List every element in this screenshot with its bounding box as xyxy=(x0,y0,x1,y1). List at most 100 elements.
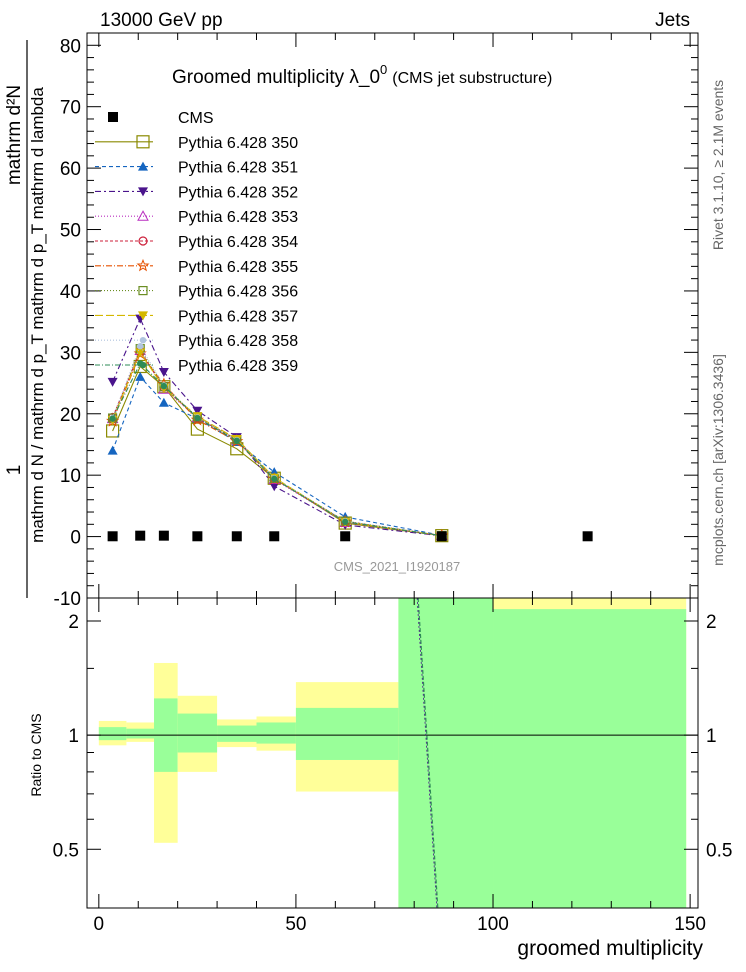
svg-text:1: 1 xyxy=(4,465,25,476)
legend-marker xyxy=(138,236,148,246)
series-line xyxy=(112,347,442,537)
ratio-band-green xyxy=(493,609,687,908)
ratio-y-tick-label-right: 1 xyxy=(706,726,717,747)
legend-marker xyxy=(138,161,148,171)
series-point xyxy=(106,424,120,438)
legend-marker xyxy=(139,337,147,344)
series-point xyxy=(107,445,118,455)
analysis-label: CMS_2021_I1920187 xyxy=(334,559,461,574)
series-point xyxy=(135,371,146,381)
legend-marker xyxy=(136,258,150,272)
legend-label: Pythia 6.428 355 xyxy=(178,259,298,276)
ratio-band-green xyxy=(98,727,127,741)
series-point xyxy=(271,475,278,483)
legend-label: Pythia 6.428 359 xyxy=(178,358,298,375)
header-left: 13000 GeV pp xyxy=(100,10,223,31)
svg-text:mathrm d²N: mathrm d²N xyxy=(4,85,25,185)
y-tick-label: 60 xyxy=(60,159,81,180)
series-line xyxy=(112,375,442,536)
ratio-band-green xyxy=(295,707,399,760)
series-point xyxy=(233,437,240,444)
legend: CMS Pythia 6.428 350 Pythia 6.428 351 Pythi… xyxy=(95,110,298,375)
legend-label: Pythia 6.428 352 xyxy=(178,184,298,201)
x-tick-label: 150 xyxy=(674,914,706,935)
ratio-band-green xyxy=(217,725,257,742)
mcplots-label: mcplots.cern.ch [arXiv:1306.3436] xyxy=(710,354,726,566)
data-point xyxy=(340,531,351,542)
series-line xyxy=(112,351,442,537)
ratio-curve xyxy=(417,597,439,909)
y-tick-label: 0 xyxy=(70,528,81,549)
legend-label: Pythia 6.428 354 xyxy=(178,234,298,251)
y-tick-label: 70 xyxy=(60,98,81,119)
ratio-frame xyxy=(86,597,699,909)
series-point xyxy=(107,377,118,387)
ratio-band-green xyxy=(177,713,218,753)
legend-label: Pythia 6.428 358 xyxy=(178,333,298,350)
ratio-y-tick-label-right: 2 xyxy=(706,612,717,633)
ratio-y-tick-label: 0.5 xyxy=(53,840,79,861)
series-point xyxy=(160,382,168,390)
legend-label: Pythia 6.428 351 xyxy=(178,160,298,177)
series-line xyxy=(112,352,442,537)
legend-marker xyxy=(136,135,150,149)
y-tick-label: 30 xyxy=(60,343,81,364)
series-point xyxy=(194,414,201,422)
x-tick-label: 50 xyxy=(285,914,306,935)
main-plot-panel: -10 0 10 20 30 40 50 60 70 80 Groomed multiplicit… xyxy=(54,32,699,610)
series-point xyxy=(158,368,169,377)
series-line xyxy=(112,317,442,537)
legend-marker xyxy=(138,286,148,296)
series-point xyxy=(135,348,146,358)
data-point xyxy=(231,531,242,542)
x-tick-label: 0 xyxy=(94,914,105,935)
data-point xyxy=(135,530,146,541)
legend-label: Pythia 6.428 356 xyxy=(178,284,298,301)
legend-marker xyxy=(138,311,148,321)
rivet-label: Rivet 3.1.10, ≥ 2.1M events xyxy=(710,80,726,250)
svg-text:mathrm d N / mathrm d p_T math: mathrm d N / mathrm d p_T mathrm d p_T m… xyxy=(28,87,47,543)
legend-marker xyxy=(137,210,149,221)
series-point xyxy=(269,482,280,492)
data-point xyxy=(436,531,447,542)
legend-marker xyxy=(139,361,147,369)
series-point xyxy=(341,518,349,526)
y-tick-label: 80 xyxy=(60,36,81,57)
y-tick-label: 50 xyxy=(60,221,81,242)
data-point xyxy=(107,531,118,542)
legend-label: Pythia 6.428 357 xyxy=(178,308,298,325)
series-point xyxy=(158,397,169,407)
series-point xyxy=(109,415,116,422)
legend-label: CMS xyxy=(178,110,214,127)
data-point xyxy=(269,531,280,542)
legend-label: Pythia 6.428 353 xyxy=(178,209,298,226)
y-tick-label: 10 xyxy=(60,466,81,487)
legend-marker xyxy=(108,112,118,122)
data-point xyxy=(158,530,169,541)
series-line xyxy=(112,344,442,537)
header-right: Jets xyxy=(655,10,690,31)
ratio-band-green xyxy=(398,598,494,908)
legend-label: Pythia 6.428 350 xyxy=(178,135,298,152)
ratio-y-tick-label: 1 xyxy=(68,726,79,747)
ratio-band-green xyxy=(256,722,296,744)
series-line xyxy=(112,349,442,537)
y-tick-label: 40 xyxy=(60,282,81,303)
ratio-y-tick-label-right: 0.5 xyxy=(706,840,732,861)
ratio-band-green xyxy=(126,728,155,739)
ratio-y-label: Ratio to CMS xyxy=(28,713,44,796)
series-line xyxy=(112,349,442,537)
y-tick-label: -10 xyxy=(54,589,81,610)
series-point xyxy=(137,343,144,350)
legend-marker xyxy=(138,187,148,197)
data-point xyxy=(582,531,593,542)
chart-title: Groomed multiplicity λ_00(CMS jet substr… xyxy=(172,62,552,88)
x-tick-label: 100 xyxy=(477,914,509,935)
y-axis-label: 1 mathrm d²N mathrm d N / mathrm d p_T m… xyxy=(4,40,47,598)
data-point xyxy=(192,531,203,542)
series-point xyxy=(192,406,203,416)
ratio-plot-panel: 0.5 0.5 1 1 2 2 Ratio to CMS xyxy=(28,597,732,909)
y-tick-label: 20 xyxy=(60,405,81,426)
series-line xyxy=(112,365,442,537)
